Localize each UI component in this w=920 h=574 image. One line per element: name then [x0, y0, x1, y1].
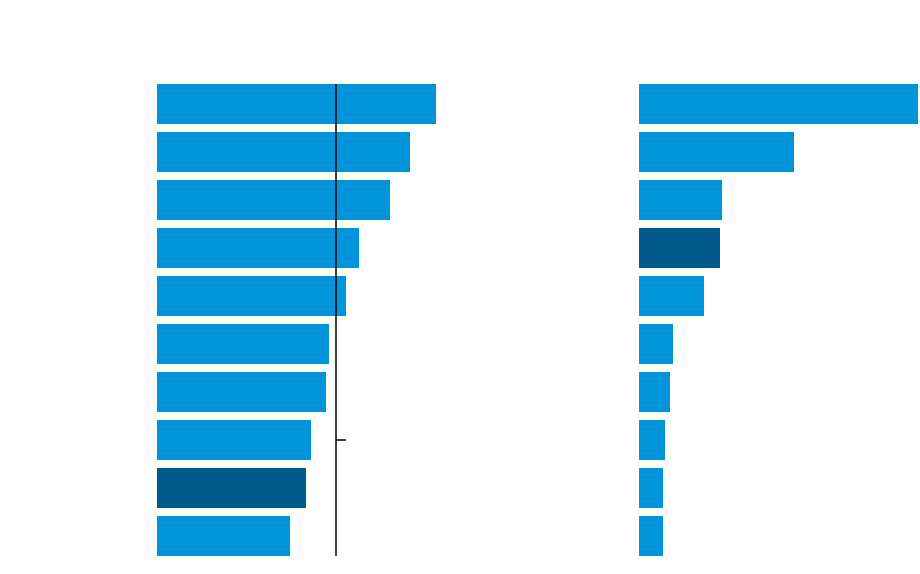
bar [157, 180, 390, 220]
bar [639, 324, 673, 364]
bar [157, 132, 410, 172]
bar [639, 84, 918, 124]
bar [157, 516, 290, 556]
bar [157, 420, 311, 460]
bar [639, 372, 670, 412]
bar [157, 84, 436, 124]
bar [639, 276, 704, 316]
bar [157, 372, 326, 412]
bar [639, 516, 663, 556]
bar [157, 228, 359, 268]
bar [639, 468, 663, 508]
bar [157, 276, 346, 316]
bar [639, 180, 722, 220]
bar [157, 324, 329, 364]
bar [639, 228, 720, 268]
bar [157, 468, 306, 508]
bar [639, 132, 794, 172]
bar [639, 420, 665, 460]
